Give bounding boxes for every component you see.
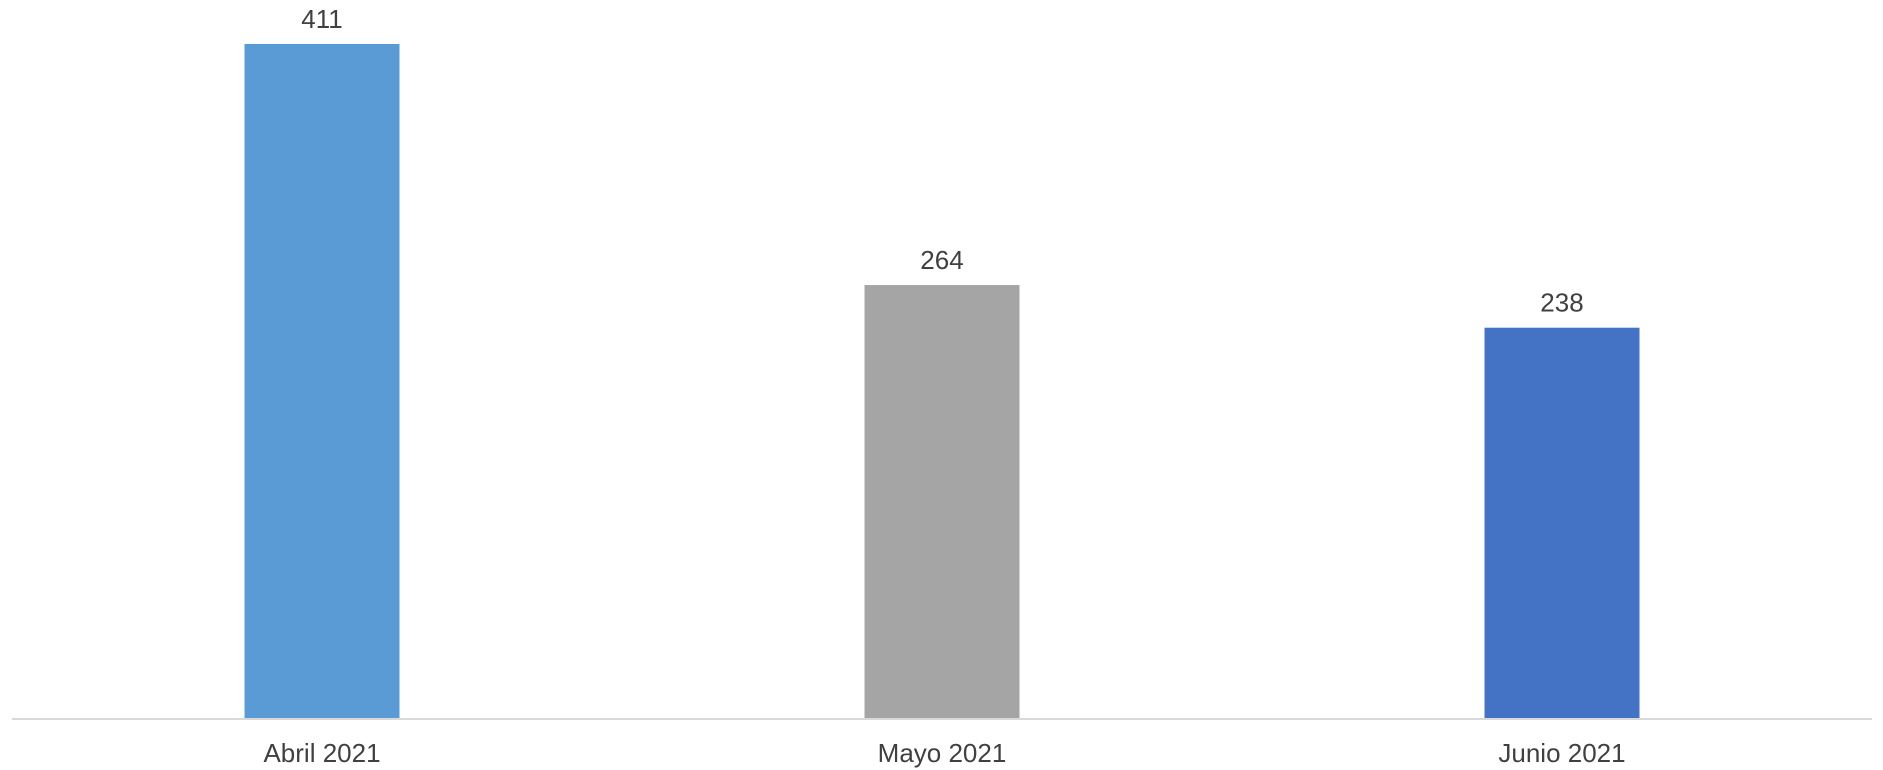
bar-1 bbox=[244, 44, 400, 718]
category-label-1: Abril 2021 bbox=[263, 738, 380, 768]
category-labels-group: Abril 2021 Mayo 2021 Junio 2021 bbox=[263, 738, 1625, 768]
data-label-3: 238 bbox=[1540, 288, 1583, 318]
category-label-3: Junio 2021 bbox=[1498, 738, 1625, 768]
bars-group bbox=[244, 44, 1640, 718]
bar-3 bbox=[1484, 327, 1640, 718]
data-labels-group: 411 264 238 bbox=[301, 4, 1583, 318]
category-label-2: Mayo 2021 bbox=[878, 738, 1007, 768]
data-label-2: 264 bbox=[920, 245, 963, 275]
bar-2 bbox=[864, 285, 1020, 718]
data-label-1: 411 bbox=[301, 4, 342, 34]
